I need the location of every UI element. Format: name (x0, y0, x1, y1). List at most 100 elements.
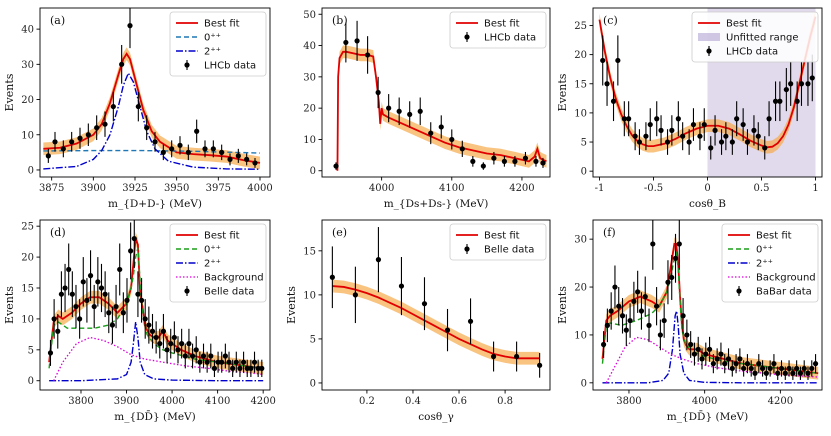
x-tick-label: 3975 (206, 183, 231, 194)
data-point (168, 341, 174, 347)
legend-label: LHCb data (726, 47, 778, 58)
data-point (604, 322, 610, 328)
x-axis-label: cosθ_B (689, 198, 726, 210)
series-line-dashed (43, 149, 261, 154)
data-point (777, 98, 783, 104)
legend: Best fit Belle data (449, 223, 547, 261)
data-point (459, 146, 465, 152)
data-point (805, 370, 811, 376)
data-point (790, 370, 796, 376)
data-point (782, 370, 788, 376)
y-tick-label: 0 (581, 167, 587, 178)
data-point (699, 356, 705, 362)
data-point (522, 155, 529, 161)
x-tick-label: 4000 (159, 396, 184, 407)
legend-box (721, 223, 819, 303)
data-point (117, 266, 123, 273)
data-point (623, 327, 629, 333)
data-point (91, 303, 97, 310)
y-tick-label: 20 (574, 50, 587, 61)
legend-label: 0⁺⁺ (756, 245, 773, 256)
data-point (120, 310, 126, 316)
data-point (94, 125, 100, 131)
data-point (95, 279, 101, 285)
data-point (665, 279, 671, 285)
y-axis-label: Events (556, 73, 569, 111)
data-point (343, 39, 349, 46)
data-point (124, 297, 130, 303)
data-point (708, 145, 714, 151)
data-point (152, 139, 158, 145)
data-point (175, 347, 181, 353)
data-point (762, 145, 768, 151)
data-point (244, 156, 250, 162)
data-point (755, 133, 761, 139)
legend: Best fit 0⁺⁺ 2⁺⁺ LHCb data (169, 11, 267, 77)
data-point (744, 361, 751, 367)
series-line-dotted (53, 336, 264, 382)
x-tick-label: 3800 (68, 396, 93, 407)
data-point (160, 328, 167, 334)
legend-label: 0⁺⁺ (204, 245, 221, 256)
y-tick-label: 5 (310, 334, 316, 345)
y-tick-label: 10 (303, 290, 316, 301)
data-point (102, 121, 108, 127)
y-tick-label: 25 (574, 21, 587, 32)
data-point (514, 353, 520, 360)
data-point (73, 303, 79, 310)
data-point (794, 365, 800, 372)
data-point (767, 365, 773, 372)
x-tick-label: 3950 (164, 183, 189, 194)
data-point (226, 359, 232, 365)
data-point (146, 322, 152, 328)
data-point (51, 316, 57, 322)
data-point (128, 248, 134, 254)
x-tick-label: 3900 (81, 183, 106, 194)
series-line-fit (336, 50, 547, 171)
data-point (805, 81, 811, 87)
data-point (658, 127, 664, 133)
x-axis-label: cosθ_γ (418, 411, 453, 423)
data-point (47, 350, 54, 356)
y-axis-label: Events (3, 73, 16, 111)
data-point (160, 149, 166, 155)
y-tick-label: 20 (21, 253, 34, 264)
data-point (733, 361, 739, 367)
data-point (102, 291, 108, 297)
panel-label: (f) (603, 226, 616, 239)
data-point (333, 163, 339, 169)
y-tick-label: 0 (28, 165, 34, 176)
data-point (142, 316, 148, 322)
data-point (169, 146, 175, 152)
data-point (788, 81, 794, 87)
data-point (60, 146, 66, 152)
data-point (237, 365, 243, 371)
x-tick-label: 0.5 (754, 183, 770, 194)
legend-marker (184, 62, 190, 68)
data-point (230, 365, 236, 371)
data-point (182, 353, 188, 359)
x-tick-label: 0 (704, 183, 710, 194)
data-point (772, 98, 779, 104)
data-point (127, 23, 133, 29)
data-point (642, 294, 648, 300)
series-line-fit (332, 285, 540, 360)
data-point (135, 103, 141, 110)
data-point (428, 130, 434, 136)
data-point (352, 292, 358, 298)
legend: Best fit 0⁺⁺ 2⁺⁺ Background Belle data (169, 223, 267, 303)
x-tick-label: 0.2 (359, 396, 375, 407)
x-tick-label: 0.6 (451, 396, 467, 407)
y-tick-label: 10 (303, 135, 316, 146)
data-point (778, 365, 785, 372)
data-point (635, 289, 641, 295)
data-point (619, 313, 626, 319)
data-point (801, 365, 807, 372)
data-point (740, 121, 746, 128)
data-point (45, 153, 51, 159)
data-point (661, 317, 667, 324)
panel-e: 0.2 0.4 0.6 0.8 0 5 10 15 Events cosθ_γ (e) Best fi… (285, 219, 551, 423)
y-tick-label: 15 (574, 79, 587, 90)
y-axis-label: Events (556, 286, 569, 324)
data-point (417, 108, 423, 114)
